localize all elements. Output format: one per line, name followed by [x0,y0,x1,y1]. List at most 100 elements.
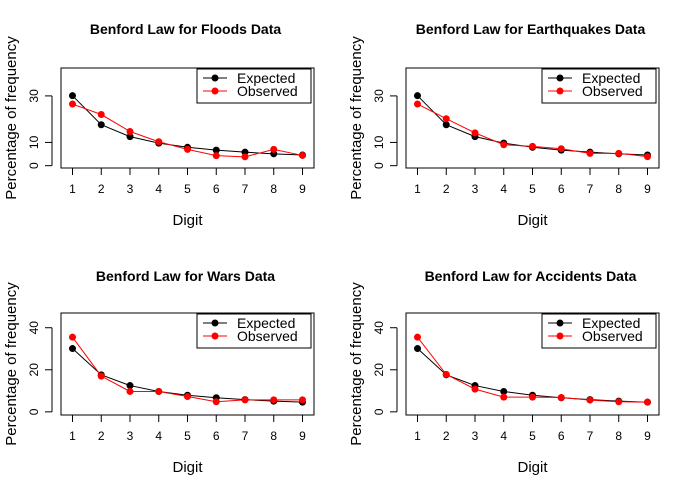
x-tick-label: 6 [213,182,220,196]
legend-box [196,313,312,349]
series-observed [414,333,651,406]
data-point [586,396,594,404]
y-axis-title: Percentage of frequency [3,36,20,200]
legend-item: Expected [548,70,640,86]
data-point [557,394,565,402]
x-axis: 1 2 3 4 5 6 7 8 9 [414,414,651,443]
data-point [414,345,421,353]
x-tick-label: 3 [127,429,134,443]
x-tick-label: 1 [69,429,76,443]
data-point [500,393,508,401]
data-point [414,92,421,100]
legend-label: Expected [582,315,640,331]
x-tick-label: 4 [155,182,162,196]
chart-title: Benford Law for Accidents Data [425,268,637,284]
legend-swatch-marker [211,74,219,82]
x-tick-label: 1 [414,182,421,196]
data-point [644,398,651,406]
x-axis: 1 2 3 4 5 6 7 8 9 [69,167,306,196]
legend-item: Expected [548,315,640,331]
data-point [69,92,76,100]
x-tick-label: 2 [98,429,105,443]
y-tick-label: 30 [27,89,41,103]
data-point [270,396,278,404]
data-point [442,370,450,378]
chart-panel-2: Benford Law for Earthquakes Data 1 2 3 4 5 6 7 8… [348,21,660,229]
data-point [241,153,249,161]
data-point [212,146,220,154]
legend-label: Observed [582,83,643,99]
data-point [126,133,134,141]
y-tick-label: 0 [372,408,386,415]
x-tick-label: 6 [213,429,220,443]
data-point [414,333,421,341]
legend-swatch-marker [556,87,564,95]
data-point [97,111,105,119]
legend-item: Expected [203,315,295,331]
legend-label: Expected [237,70,295,86]
x-tick-label: 1 [69,182,76,196]
data-point [615,149,623,157]
data-point [500,141,508,149]
data-point [241,396,249,404]
chart-panel-3: Benford Law for Wars Data 1 2 3 4 5 6 7 8 9 Digit 0… [3,268,315,476]
y-axis: 0 20 40 [27,321,53,415]
y-axis-title: Percentage of frequency [348,36,365,200]
x-tick-label: 7 [242,429,249,443]
data-point [299,151,306,159]
chart-panel-4: Benford Law for Accidents Data 1 2 3 4 5 6 7 8 9 D… [348,268,660,476]
data-point [299,396,306,404]
x-tick-label: 4 [155,429,162,443]
x-axis: 1 2 3 4 5 6 7 8 9 [69,414,306,443]
data-point [529,393,536,401]
legend-swatch-marker [211,87,219,95]
legend-label: Observed [237,83,298,99]
data-point [270,145,278,153]
x-tick-label: 7 [587,182,594,196]
data-point [69,100,76,108]
legend-label: Expected [237,315,295,331]
y-axis: 0 10 30 [372,89,398,169]
x-tick-label: 3 [472,429,479,443]
legend-item: Observed [548,83,643,99]
data-point [126,382,134,390]
chart-title: Benford Law for Floods Data [90,21,282,37]
x-tick-label: 4 [500,182,507,196]
data-point [97,121,105,129]
x-tick-label: 6 [558,182,565,196]
x-tick-label: 2 [443,429,450,443]
x-axis-title: Digit [517,212,548,229]
x-tick-label: 1 [414,429,421,443]
legend-swatch-marker [556,74,564,82]
data-point [529,142,536,150]
series-observed [69,333,306,406]
data-point [155,138,163,146]
legend-swatch-marker [556,319,564,327]
x-tick-label: 5 [184,182,191,196]
data-point [442,121,450,129]
x-tick-label: 5 [184,429,191,443]
x-tick-label: 9 [299,182,306,196]
legend-swatch-marker [211,319,219,327]
data-point [500,387,508,395]
x-tick-label: 8 [270,429,277,443]
y-tick-label: 0 [27,408,41,415]
series-observed [69,100,306,161]
y-tick-label: 10 [27,135,41,149]
x-tick-label: 5 [529,182,536,196]
y-tick-label: 0 [372,162,386,169]
x-tick-label: 3 [472,182,479,196]
legend-item: Observed [203,328,298,344]
data-point [586,149,594,157]
x-axis-title: Digit [172,212,203,229]
x-tick-label: 6 [558,429,565,443]
data-point [414,100,421,108]
legend-swatch-marker [211,332,219,340]
x-tick-label: 9 [299,429,306,443]
legend-label: Expected [582,70,640,86]
x-tick-label: 9 [644,182,651,196]
